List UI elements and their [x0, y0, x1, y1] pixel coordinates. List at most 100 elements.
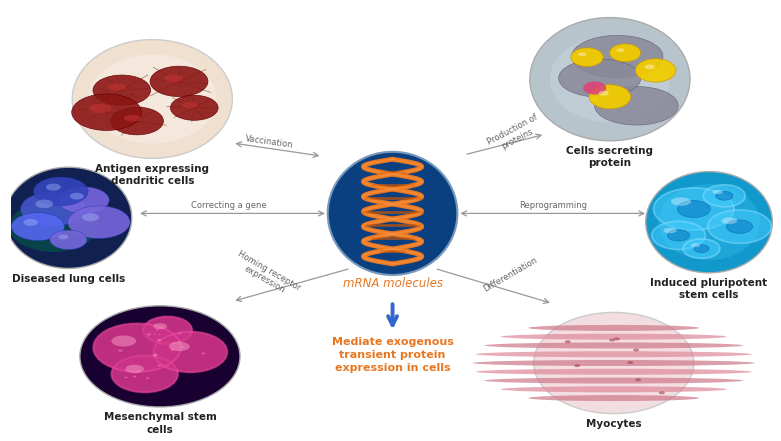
Ellipse shape [617, 49, 624, 52]
Ellipse shape [598, 91, 609, 96]
Ellipse shape [572, 35, 663, 78]
Ellipse shape [147, 333, 152, 336]
Ellipse shape [651, 221, 705, 250]
Ellipse shape [565, 340, 571, 343]
Ellipse shape [82, 213, 99, 221]
Ellipse shape [88, 54, 216, 144]
Ellipse shape [609, 339, 615, 342]
Ellipse shape [154, 333, 156, 335]
Ellipse shape [589, 85, 631, 109]
Ellipse shape [691, 243, 701, 247]
Ellipse shape [708, 210, 772, 243]
Text: Reprogramming: Reprogramming [519, 202, 587, 210]
Ellipse shape [614, 337, 620, 340]
Ellipse shape [34, 177, 88, 206]
Ellipse shape [165, 75, 183, 82]
Ellipse shape [328, 152, 458, 275]
Ellipse shape [179, 333, 181, 334]
Ellipse shape [68, 206, 130, 239]
Ellipse shape [484, 342, 743, 348]
Ellipse shape [112, 336, 136, 347]
Ellipse shape [627, 361, 633, 364]
Ellipse shape [173, 342, 176, 344]
Ellipse shape [528, 395, 699, 401]
Ellipse shape [530, 18, 690, 141]
Ellipse shape [108, 83, 126, 91]
Ellipse shape [72, 94, 141, 131]
Ellipse shape [726, 220, 753, 233]
Ellipse shape [157, 339, 162, 341]
Ellipse shape [542, 322, 686, 404]
Ellipse shape [133, 376, 137, 377]
Ellipse shape [501, 334, 727, 340]
Ellipse shape [633, 348, 639, 351]
Ellipse shape [153, 323, 167, 329]
Ellipse shape [154, 332, 227, 372]
Text: Diseased lung cells: Diseased lung cells [12, 274, 125, 284]
Text: Mediate exogenous
transient protein
expression in cells: Mediate exogenous transient protein expr… [332, 336, 454, 373]
Ellipse shape [476, 369, 752, 375]
Ellipse shape [658, 391, 665, 394]
Ellipse shape [668, 230, 690, 241]
Ellipse shape [180, 346, 184, 348]
Ellipse shape [558, 59, 641, 97]
Ellipse shape [550, 36, 670, 122]
Text: Production of
proteins: Production of proteins [486, 112, 544, 156]
Ellipse shape [663, 228, 676, 233]
Ellipse shape [182, 102, 198, 108]
Text: Homing receptor
expression: Homing receptor expression [231, 249, 302, 301]
Ellipse shape [177, 341, 181, 343]
Ellipse shape [610, 44, 640, 62]
Ellipse shape [70, 193, 84, 199]
Ellipse shape [578, 52, 587, 56]
Ellipse shape [201, 352, 205, 355]
Text: Differentiation: Differentiation [482, 256, 540, 294]
Ellipse shape [476, 351, 752, 357]
Text: Cells secreting
protein: Cells secreting protein [566, 146, 654, 168]
Ellipse shape [80, 306, 240, 407]
Ellipse shape [72, 40, 233, 158]
Text: Mesenchymal stem
cells: Mesenchymal stem cells [104, 412, 216, 435]
Ellipse shape [658, 184, 760, 260]
Ellipse shape [169, 342, 190, 351]
Ellipse shape [125, 365, 144, 373]
Ellipse shape [5, 167, 132, 269]
Ellipse shape [93, 323, 181, 372]
Ellipse shape [50, 230, 87, 250]
Ellipse shape [177, 333, 180, 334]
Ellipse shape [683, 239, 720, 258]
Ellipse shape [571, 48, 603, 67]
Ellipse shape [484, 377, 743, 384]
Text: mRNA molecules: mRNA molecules [343, 277, 443, 290]
Ellipse shape [594, 86, 678, 125]
Ellipse shape [46, 183, 61, 191]
Ellipse shape [694, 245, 709, 252]
Ellipse shape [137, 370, 140, 372]
Ellipse shape [671, 198, 691, 206]
Ellipse shape [20, 192, 86, 226]
Ellipse shape [153, 354, 158, 356]
Ellipse shape [646, 172, 772, 273]
Ellipse shape [644, 64, 654, 69]
Ellipse shape [533, 312, 694, 414]
Ellipse shape [35, 200, 53, 208]
Ellipse shape [170, 95, 218, 120]
Ellipse shape [722, 217, 737, 224]
Ellipse shape [704, 185, 745, 207]
Ellipse shape [473, 360, 754, 366]
Ellipse shape [23, 219, 38, 226]
Ellipse shape [583, 82, 606, 95]
Ellipse shape [158, 365, 161, 366]
Ellipse shape [171, 349, 175, 351]
Text: Myocytes: Myocytes [586, 419, 641, 429]
Ellipse shape [654, 188, 734, 230]
Text: Vaccination: Vaccination [244, 135, 294, 150]
Ellipse shape [58, 187, 109, 213]
Ellipse shape [9, 201, 98, 252]
Ellipse shape [93, 75, 151, 105]
Ellipse shape [124, 115, 141, 122]
Ellipse shape [89, 104, 112, 113]
Text: Correcting a gene: Correcting a gene [191, 202, 266, 210]
Ellipse shape [574, 364, 580, 367]
Ellipse shape [155, 329, 158, 331]
